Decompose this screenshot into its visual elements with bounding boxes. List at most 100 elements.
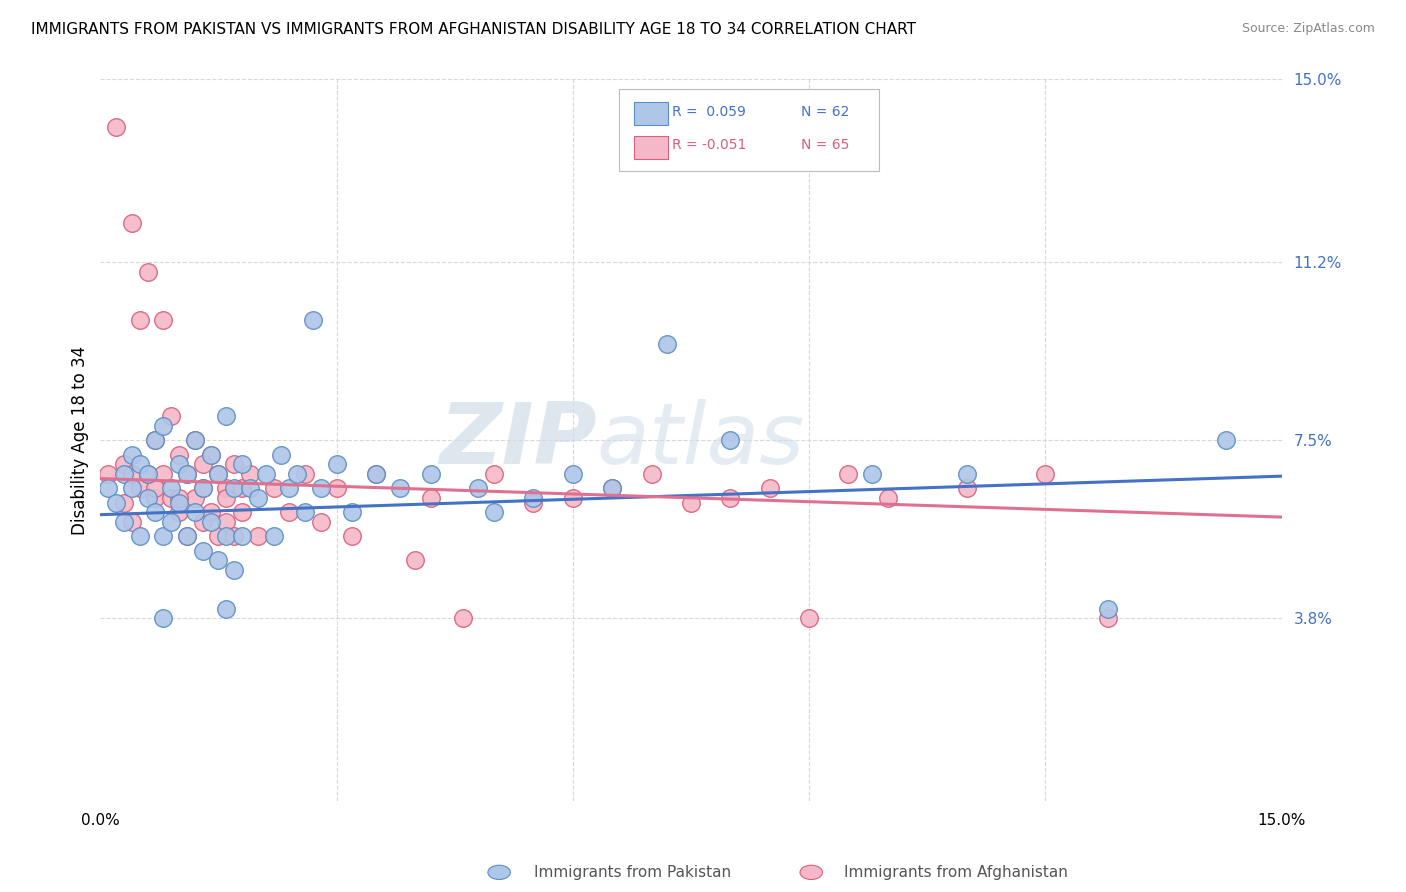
Point <box>128 312 150 326</box>
Point <box>215 529 238 543</box>
Point <box>224 457 246 471</box>
Text: Immigrants from Afghanistan: Immigrants from Afghanistan <box>844 865 1067 880</box>
Point <box>309 515 332 529</box>
Point <box>1097 611 1119 625</box>
Point <box>246 529 269 543</box>
Point <box>600 481 623 495</box>
Point <box>112 457 135 471</box>
Point <box>191 481 214 495</box>
Point <box>876 491 898 505</box>
Point <box>121 515 143 529</box>
Point <box>224 529 246 543</box>
Point <box>325 481 347 495</box>
Point <box>191 543 214 558</box>
Point <box>955 481 977 495</box>
Point <box>263 529 285 543</box>
Point <box>657 336 679 351</box>
Text: R =  0.059: R = 0.059 <box>672 104 747 119</box>
Point <box>191 457 214 471</box>
Point <box>404 553 426 567</box>
Point <box>294 467 316 481</box>
Point <box>184 491 207 505</box>
Point <box>522 496 544 510</box>
Text: N = 65: N = 65 <box>801 138 849 153</box>
Point <box>679 496 702 510</box>
Point <box>97 467 120 481</box>
Point <box>160 515 183 529</box>
Point <box>718 491 741 505</box>
Point <box>128 481 150 495</box>
Point <box>184 433 207 447</box>
Point <box>467 481 489 495</box>
Point <box>207 467 229 481</box>
Point <box>176 467 198 481</box>
Point <box>167 448 190 462</box>
Point <box>167 491 190 505</box>
Point <box>136 491 159 505</box>
Point <box>215 601 238 615</box>
Point <box>136 467 159 481</box>
Point <box>215 515 238 529</box>
Point <box>860 467 883 481</box>
Text: ZIP: ZIP <box>439 399 596 482</box>
Point <box>837 467 859 481</box>
Point <box>215 491 238 505</box>
Point <box>191 481 214 495</box>
Point <box>160 481 183 495</box>
Point <box>152 467 174 481</box>
Point <box>145 491 167 505</box>
Point <box>561 491 583 505</box>
Point <box>152 529 174 543</box>
Point <box>112 467 135 481</box>
Point <box>160 491 183 505</box>
Point <box>207 529 229 543</box>
Point <box>152 312 174 326</box>
Point <box>955 467 977 481</box>
Text: R = -0.051: R = -0.051 <box>672 138 747 153</box>
Point <box>176 467 198 481</box>
Point <box>128 457 150 471</box>
Point <box>167 457 190 471</box>
Text: atlas: atlas <box>596 399 804 482</box>
Text: IMMIGRANTS FROM PAKISTAN VS IMMIGRANTS FROM AFGHANISTAN DISABILITY AGE 18 TO 34 : IMMIGRANTS FROM PAKISTAN VS IMMIGRANTS F… <box>31 22 915 37</box>
Point <box>184 433 207 447</box>
Point <box>325 457 347 471</box>
Point <box>105 120 128 135</box>
Point <box>136 467 159 481</box>
Point <box>231 505 253 519</box>
Point <box>309 481 332 495</box>
Point <box>231 481 253 495</box>
Point <box>200 515 222 529</box>
Point <box>302 312 325 326</box>
Point <box>191 515 214 529</box>
Point <box>200 448 222 462</box>
Point <box>278 505 301 519</box>
Point <box>176 529 198 543</box>
Point <box>388 481 411 495</box>
Point <box>342 529 364 543</box>
Point <box>145 433 167 447</box>
Point <box>640 467 662 481</box>
Point <box>112 496 135 510</box>
Point <box>152 611 174 625</box>
Point <box>200 505 222 519</box>
Point <box>207 553 229 567</box>
Point <box>136 264 159 278</box>
Point <box>239 467 262 481</box>
Point <box>145 481 167 495</box>
Point <box>200 448 222 462</box>
Point <box>285 467 308 481</box>
Point <box>231 457 253 471</box>
Point <box>224 563 246 577</box>
Point <box>718 433 741 447</box>
Point <box>160 409 183 423</box>
Point <box>246 491 269 505</box>
Point <box>215 481 238 495</box>
Point <box>758 481 780 495</box>
Point <box>121 448 143 462</box>
Point <box>128 529 150 543</box>
Point <box>97 481 120 495</box>
Point <box>121 216 143 230</box>
Point <box>451 611 474 625</box>
Point <box>420 491 443 505</box>
